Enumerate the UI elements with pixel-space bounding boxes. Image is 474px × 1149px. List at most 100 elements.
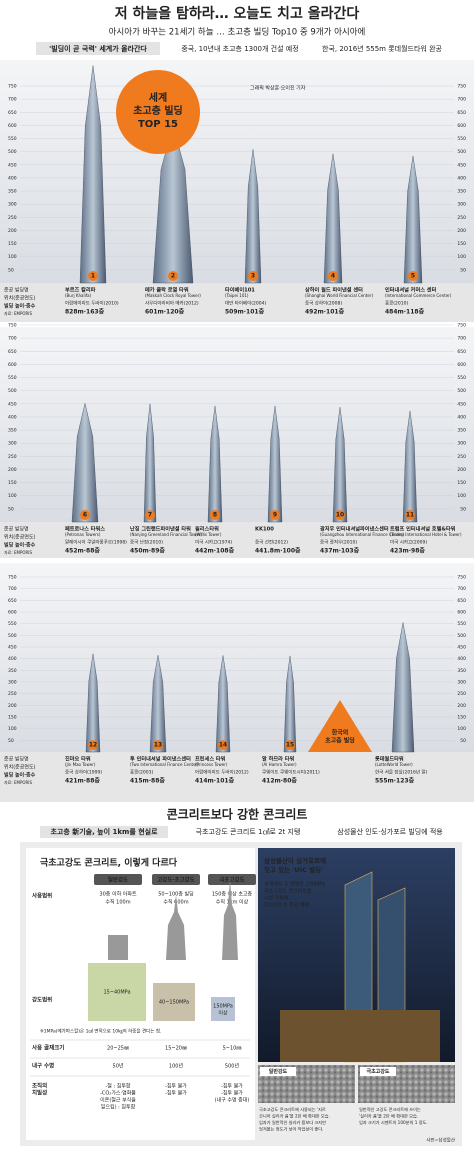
badge-text: 세계: [149, 91, 167, 104]
y-tick-label: 500: [8, 149, 17, 155]
building: [215, 655, 231, 753]
building-name-en: (Taipei 101): [225, 293, 249, 298]
building-stats: 412m·80층: [262, 777, 297, 785]
legend-item: 위치(준공연도): [4, 534, 36, 541]
photo-text: 2017년 초 준공 예정.: [264, 902, 311, 909]
y-tick-label: 400: [8, 414, 17, 420]
y-tick-label: 300: [8, 202, 17, 208]
y-tick-label: 700: [457, 586, 466, 592]
y-tick-label: 200: [457, 467, 466, 473]
legend-item: 빌딩 높이·층수: [4, 772, 36, 779]
info-strip: [0, 283, 474, 322]
cell: 50년: [113, 1063, 124, 1070]
y-tick-label: 150: [457, 480, 466, 486]
cell: 수직 1km 이상: [216, 899, 249, 906]
photo-caption: 삼성물산이 싱가포르에: [264, 856, 326, 865]
sample-label: 극초고강도: [366, 1068, 389, 1075]
korea-label: 한국의: [332, 729, 349, 737]
cell: 15~40MPa: [103, 990, 130, 996]
legend-item: 빌딩 높이·층수: [4, 303, 36, 310]
info-strip: [0, 752, 474, 802]
sample-text: 엉겨붙는 정도가 낮아 작업성이 좋다.: [259, 1126, 323, 1133]
y-tick-label: 700: [457, 336, 466, 342]
cell: 수직 100m: [105, 899, 130, 906]
block: [88, 963, 146, 1021]
cell: 15~20㎜: [165, 1046, 187, 1052]
y-tick-label: 50: [8, 267, 14, 273]
y-tick-label: 150: [8, 480, 17, 486]
building: [85, 653, 101, 753]
y-tick-label: 450: [457, 645, 466, 651]
sample-label: 일반강도: [269, 1068, 288, 1075]
rank: 5: [411, 273, 415, 280]
y-tick-label: 350: [8, 668, 17, 674]
building-name-en: (Jin Mao Tower): [65, 762, 96, 767]
y-tick-label: 400: [8, 656, 17, 662]
y-tick-label: 600: [8, 362, 17, 368]
y-tick-label: 350: [8, 428, 17, 434]
table-title: 극초고강도 콘크리트, 이렇게 다르다: [40, 857, 178, 869]
building-stats: 601m·120층: [145, 308, 185, 316]
legend-item: 자료: EMPORIS: [4, 549, 32, 555]
photo-credit: 사진=삼성물산: [426, 1137, 455, 1144]
rank: 2: [171, 273, 175, 280]
building-location: 대만 타이베이(2004): [225, 300, 266, 307]
building: [403, 155, 423, 284]
building-stats: 415m·88층: [130, 777, 165, 785]
y-tick-label: 200: [8, 703, 17, 709]
y-tick-label: 50: [8, 506, 14, 512]
rank-badge: [408, 271, 418, 281]
panel-bg: [0, 327, 474, 522]
y-tick-label: 350: [8, 189, 17, 195]
cell: 150층 이상 초고층: [212, 891, 253, 898]
legend-item: 자료: EMPORIS: [4, 779, 32, 785]
column-header-bg: [208, 874, 256, 885]
y-tick-label: 50: [460, 506, 466, 512]
legend-item: 빌딩 높이·층수: [4, 542, 36, 549]
badge-text: 초고층 빌딩: [133, 104, 182, 117]
y-tick-label: 550: [457, 375, 466, 381]
y-tick-label: 650: [8, 110, 17, 116]
building: [143, 403, 157, 523]
building: [402, 410, 418, 523]
building-name-en: (International Commerce Center): [385, 293, 452, 298]
y-tick-label: 300: [8, 441, 17, 447]
note: ※1MPa(메가파스칼)은 1㎠ 면적으로 10㎏의 하중을 견디는 힘.: [40, 1028, 161, 1036]
y-tick-label: 550: [8, 375, 17, 381]
building-name: 트럼프 인터내셔널 호텔&타워: [390, 525, 456, 533]
building-name-en: (Nanjing Greenland Financial Tower): [130, 532, 203, 537]
legend-item: 준공 빌딩명: [4, 526, 29, 533]
subtitle: 아시아가 바꾸는 21세기 하늘 … 초고층 빌딩 Top10 중 9개가 아시…: [109, 27, 366, 38]
building-name: 난징 그린랜드파이낸셜 타워: [130, 525, 191, 533]
y-tick-label: 150: [8, 715, 17, 721]
rank: 12: [89, 742, 97, 749]
building-name-en: (Burj Khalifa): [65, 293, 92, 298]
top15-badge: [116, 70, 200, 154]
cell: 이온(철근 부식을: [100, 1097, 136, 1104]
block: [211, 997, 235, 1021]
legend-item: 자료: EMPORIS: [4, 310, 32, 316]
korea-marker: [308, 700, 372, 752]
building-name-en: (Shanghai World Financial Center): [305, 293, 374, 298]
building-name-en: (Guangzhou International Finance Center): [320, 532, 404, 537]
building-stats: 423m·98층: [390, 547, 425, 555]
y-tick-label: 600: [457, 123, 466, 129]
building: [391, 622, 415, 753]
building: [79, 65, 107, 284]
rank-badge: [88, 271, 98, 281]
y-tick-label: 400: [8, 175, 17, 181]
building-location: 중국 난징(2010): [130, 539, 163, 546]
sample-label-bg: [360, 1067, 396, 1076]
building: [207, 405, 223, 523]
building-name: 페트로나스 타워스: [65, 525, 105, 533]
rank-badge: [285, 740, 295, 750]
rank-badge: [270, 510, 280, 520]
building-name: 프린세스 타워: [195, 755, 226, 763]
building: [244, 149, 262, 284]
building-location: 미국 시카고(2009): [390, 539, 427, 546]
building-location: 중국 선전(2012): [255, 539, 288, 546]
cell: (내구 수명 증대): [215, 1097, 250, 1104]
building-stats: 437m·103층: [320, 547, 360, 555]
